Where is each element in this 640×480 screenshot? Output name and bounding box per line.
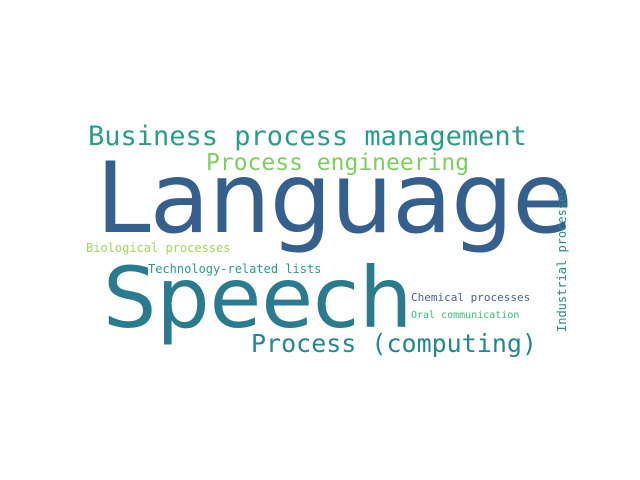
word-industrial-processes: Industrial processes [555, 187, 569, 333]
word-business-process-management: Business process management [88, 121, 527, 152]
word-speech: Speech [103, 249, 413, 347]
word-process-engineering: Process engineering [206, 150, 470, 176]
word-oral-communication: Oral communication [411, 310, 520, 321]
word-technology-related-lists: Technology-related lists [148, 262, 322, 276]
word-language: Language [96, 142, 573, 256]
word-process-computing: Process (computing) [251, 329, 537, 358]
word-biological-processes: Biological processes [86, 241, 231, 255]
word-chemical-processes: Chemical processes [411, 291, 531, 304]
